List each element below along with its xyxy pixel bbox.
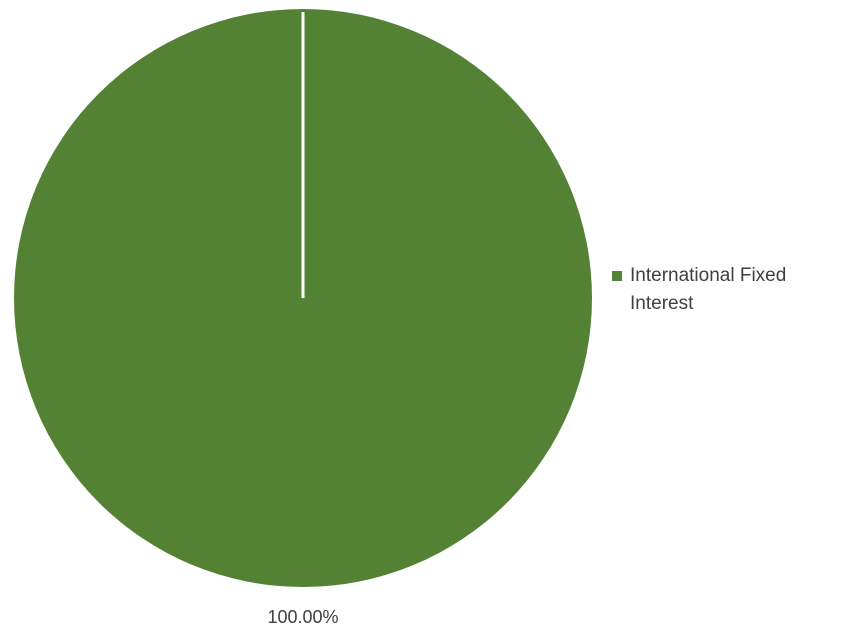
data-labels: 100.00% [267, 607, 338, 627]
legend: International Fixed Interest [612, 262, 852, 318]
data-label: 100.00% [267, 607, 338, 627]
legend-swatch [612, 271, 622, 281]
legend-label: International Fixed Interest [630, 265, 787, 314]
